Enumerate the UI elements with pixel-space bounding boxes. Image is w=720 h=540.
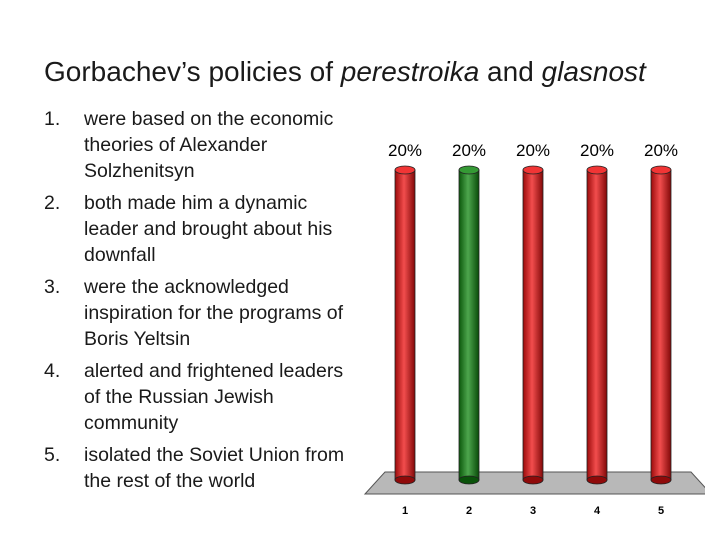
answer-option[interactable]: 3 were the acknowledged inspiration for t…	[44, 274, 354, 352]
bar-base-5	[650, 475, 672, 485]
bar-top-5	[650, 165, 672, 175]
x-tick-label: 1	[402, 505, 408, 517]
option-number: 4	[44, 358, 60, 384]
x-tick-label: 4	[594, 505, 601, 517]
bar-base-2	[458, 475, 480, 485]
bar-4	[586, 169, 608, 481]
title-term-perestroika: perestroika	[340, 56, 480, 87]
answer-option[interactable]: 4 alerted and frightened leaders of the R…	[44, 358, 354, 436]
bar-top-4	[586, 165, 608, 175]
data-label: 20%	[580, 141, 614, 160]
data-label: 20%	[644, 141, 678, 160]
data-label: 20%	[516, 141, 550, 160]
option-text: both made him a dynamic leader and broug…	[84, 192, 333, 266]
x-tick-label: 5	[658, 505, 664, 517]
option-text: were the acknowledged inspiration for th…	[84, 276, 344, 350]
option-number: 2	[44, 190, 60, 216]
answer-option[interactable]: 2 both made him a dynamic leader and brou…	[44, 190, 354, 268]
option-number: 1	[44, 106, 60, 132]
data-label: 20%	[388, 141, 422, 160]
answer-option[interactable]: 1 were based on the economic theories of …	[44, 106, 354, 184]
answer-option[interactable]: 5 isolated the Soviet Union from the rest…	[44, 442, 354, 494]
option-text: were based on the economic theories of A…	[84, 108, 334, 182]
data-label: 20%	[452, 141, 486, 160]
x-tick-label: 3	[530, 505, 536, 517]
option-text: isolated the Soviet Union from the rest …	[84, 444, 345, 492]
bar-top-2	[458, 165, 480, 175]
bar-base-3	[522, 475, 544, 485]
bar-base-4	[586, 475, 608, 485]
bar-5	[650, 169, 672, 481]
slide-title: Gorbachev’s policies of perestroika and …	[44, 55, 704, 89]
title-mid: and	[479, 56, 542, 87]
title-prefix: Gorbachev’s policies of	[44, 56, 341, 87]
response-bar-chart: 20% 1 20% 2 20% 3 20% 4 20% 5	[363, 141, 705, 517]
option-number: 5	[44, 442, 60, 468]
bar-top-3	[522, 165, 544, 175]
option-text: alerted and frightened leaders of the Ru…	[84, 360, 344, 434]
bar-base-1	[394, 475, 416, 485]
bar-2	[458, 169, 480, 481]
bar-3	[522, 169, 544, 481]
option-number: 3	[44, 274, 60, 300]
answer-options: 1 were based on the economic theories of …	[44, 106, 354, 500]
bar-1	[394, 169, 416, 481]
x-tick-label: 2	[466, 505, 472, 517]
bar-top-1	[394, 165, 416, 175]
title-term-glasnost: glasnost	[541, 56, 646, 87]
